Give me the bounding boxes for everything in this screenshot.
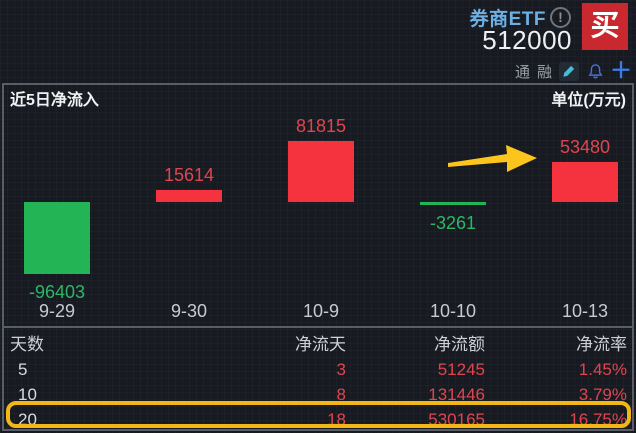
margin-flag-rong: 融 <box>536 63 552 81</box>
etf-title-row: 券商ETF ! <box>470 4 571 31</box>
table-cell: 16.75% <box>569 410 627 429</box>
table-row: 5 3 51245 1.45% <box>4 357 632 382</box>
column-header: 净流率 <box>576 335 627 354</box>
unit-label: 单位(万元) <box>551 92 626 109</box>
table-row: 10 8 131446 3.79% <box>4 382 632 407</box>
bar-chart: -96403 9-29 15614 9-30 81815 10-9 -3261 10-10 53… <box>4 85 632 325</box>
divider <box>4 326 632 328</box>
table-cell: 5 <box>18 360 28 379</box>
column-header: 净流额 <box>434 335 485 354</box>
x-axis-label: 10-10 <box>429 301 477 321</box>
table-cell: 3.79% <box>578 385 627 404</box>
chart-column: 81815 10-9 <box>281 85 361 325</box>
table-cell: 1.45% <box>578 360 627 379</box>
annotation-arrow-icon <box>448 145 537 172</box>
chart-bar <box>24 202 90 275</box>
table-cell: 3 <box>336 360 346 379</box>
panel-title: 近5日净流入 <box>10 92 99 109</box>
add-icon[interactable]: ＋ <box>610 58 633 83</box>
table-cell: 51245 <box>437 360 485 379</box>
bar-value-label: 81815 <box>295 115 347 136</box>
chart-column: 53480 10-13 <box>545 85 625 325</box>
chart-bar <box>552 161 618 202</box>
table-cell: 131446 <box>428 385 485 404</box>
etf-name: 券商ETF <box>469 9 546 30</box>
x-axis-label: 10-13 <box>561 301 609 321</box>
chart-column: 15614 9-30 <box>149 85 229 325</box>
x-axis-label: 10-9 <box>302 301 340 321</box>
table-row: 20 18 530165 16.75% <box>4 407 632 432</box>
table-cell: 20 <box>18 410 37 429</box>
bell-icon[interactable] <box>586 62 605 81</box>
buy-button[interactable]: 买 <box>582 3 628 50</box>
bar-value-label: 53480 <box>559 136 611 157</box>
chart-bar <box>156 190 222 202</box>
bar-value-label: -3261 <box>429 212 477 233</box>
table-cell: 530165 <box>428 410 485 429</box>
etf-code: 512000 <box>482 25 572 55</box>
chart-column: -96403 9-29 <box>17 85 97 325</box>
toolbar: 通 融 ＋ <box>514 58 633 83</box>
column-header: 净流天 <box>295 335 346 354</box>
margin-flag-tong: 通 <box>514 63 530 81</box>
x-axis-label: 9-30 <box>170 301 208 321</box>
bar-value-label: 15614 <box>163 165 215 186</box>
x-axis-label: 9-29 <box>38 301 76 321</box>
fundflow-table: 天数 净流天 净流额 净流率 5 3 51245 1.45% 10 8 131446 3.79% 20 1… <box>4 332 632 432</box>
table-cell: 10 <box>18 385 37 404</box>
table-cell: 18 <box>327 410 346 429</box>
chart-column: -3261 10-10 <box>413 85 493 325</box>
column-header: 天数 <box>10 335 44 354</box>
chart-bar <box>288 140 354 202</box>
bar-value-label: -96403 <box>28 282 86 303</box>
table-cell: 8 <box>336 385 346 404</box>
fundflow-panel: 近5日净流入 单位(万元) -96403 9-29 15614 9-30 81815 10… <box>2 83 634 431</box>
chart-bar <box>420 202 486 205</box>
table-header-row: 天数 净流天 净流额 净流率 <box>4 332 632 357</box>
info-icon[interactable]: ! <box>550 7 571 28</box>
pencil-icon[interactable] <box>559 61 579 81</box>
